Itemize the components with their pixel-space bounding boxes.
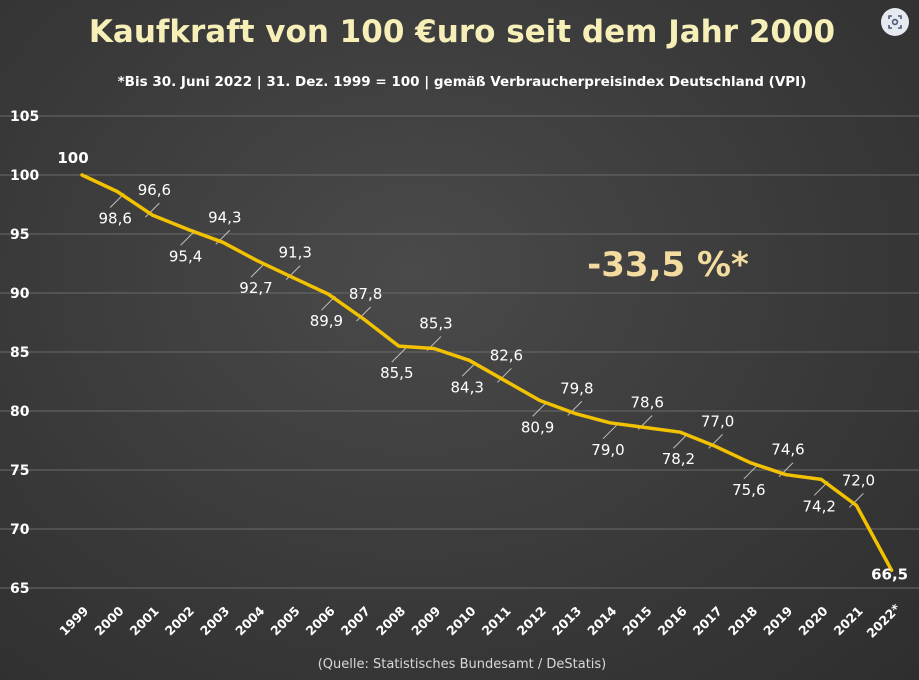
label-leader-line (497, 367, 512, 383)
chart-subtitle: *Bis 30. Juni 2022 | 31. Dez. 1999 = 100… (118, 74, 807, 90)
y-tick-label: 85 (10, 345, 29, 361)
data-label: 95,4 (169, 247, 202, 265)
x-axis: 1999 2000 2001 2002 2003 2004 2005 2006 2007 2008… (56, 601, 903, 641)
x-tick-label: 2010 (443, 603, 478, 638)
series-line-group (80, 173, 894, 573)
y-axis: 65 70 75 80 85 90 95 100 105 (10, 109, 39, 597)
y-tick-label: 95 (10, 227, 29, 243)
y-tick-label: 65 (10, 581, 29, 597)
label-leader-line (250, 262, 266, 278)
data-label: 78,2 (662, 450, 695, 468)
y-tick-label: 90 (10, 286, 30, 302)
x-tick-label: 2017 (690, 603, 725, 638)
label-leader-line (145, 202, 160, 218)
x-tick-label: 2013 (549, 603, 584, 638)
x-tick-label: 2005 (267, 603, 302, 638)
label-leaders (109, 193, 864, 508)
x-tick-label: 2003 (197, 603, 232, 638)
x-tick-label: 2000 (91, 603, 126, 638)
data-label: 77,0 (701, 412, 734, 430)
x-tick-label: 1999 (56, 603, 91, 638)
chart-title: Kaufkraft von 100 €uro seit dem Jahr 200… (89, 14, 835, 50)
x-tick-label: 2004 (232, 603, 267, 638)
x-tick-label: 2007 (338, 603, 373, 638)
x-tick-label: 2020 (795, 603, 830, 638)
data-label: 96,6 (138, 181, 171, 199)
x-tick-label: 2021 (831, 603, 866, 638)
x-tick-label: 2012 (514, 603, 549, 638)
label-leader-line (602, 424, 618, 440)
x-tick-label: 2008 (373, 603, 408, 638)
data-label: 87,8 (349, 285, 382, 303)
series-line (80, 173, 894, 573)
change-annotation: -33,5 %* (587, 245, 749, 285)
x-tick-label: 2016 (655, 603, 690, 638)
x-tick-label: 2018 (725, 603, 760, 638)
data-label: 85,3 (419, 314, 452, 332)
x-tick-label: 2019 (760, 603, 795, 638)
x-tick-label: 2006 (303, 603, 338, 638)
gridlines (0, 115, 919, 589)
data-labels: 100 98,6 96,6 95,4 94,3 92,7 91,3 89,9 87,8 85,5 8… (57, 149, 908, 583)
data-label: 85,5 (380, 364, 413, 382)
data-label: 80,9 (521, 418, 554, 436)
x-tick-label: 2022* (864, 601, 904, 641)
data-label: 66,5 (871, 565, 908, 583)
data-label: 94,3 (208, 208, 241, 226)
x-tick-label: 2009 (408, 603, 443, 638)
x-tick-label: 2002 (162, 603, 197, 638)
visual-search-button[interactable] (881, 8, 909, 36)
data-label: 79,0 (591, 441, 624, 459)
data-label: 79,8 (560, 379, 593, 397)
x-tick-label: 2001 (127, 603, 162, 638)
label-leader-line (180, 230, 195, 246)
x-tick-label: 2015 (619, 603, 654, 638)
data-label: 74,2 (802, 497, 835, 515)
y-tick-label: 80 (10, 404, 30, 420)
y-tick-label: 105 (10, 109, 39, 125)
visual-search-icon (888, 15, 902, 29)
data-label: 98,6 (98, 210, 131, 228)
source-note: (Quelle: Statistisches Bundesamt / DeSta… (318, 657, 607, 672)
data-label: 75,6 (732, 481, 765, 499)
data-label: 82,6 (490, 346, 523, 364)
label-leader-line (743, 464, 759, 480)
label-leader-line (356, 306, 371, 322)
y-tick-label: 70 (10, 522, 30, 538)
label-leader-line (849, 493, 864, 508)
label-leader-line (391, 347, 407, 363)
x-tick-label: 2011 (479, 603, 514, 638)
data-label: 91,3 (278, 244, 311, 262)
label-leader-line (532, 402, 547, 417)
data-label: 74,6 (771, 441, 804, 459)
y-tick-label: 100 (10, 168, 39, 184)
y-tick-label: 75 (10, 463, 29, 479)
data-label: 100 (57, 149, 88, 167)
label-leader-line (673, 433, 688, 449)
data-label: 72,0 (842, 471, 875, 489)
data-label: 89,9 (310, 312, 343, 330)
data-label: 78,6 (630, 394, 663, 412)
data-label: 84,3 (450, 378, 483, 396)
x-tick-label: 2014 (584, 603, 619, 638)
data-label: 92,7 (239, 279, 272, 297)
